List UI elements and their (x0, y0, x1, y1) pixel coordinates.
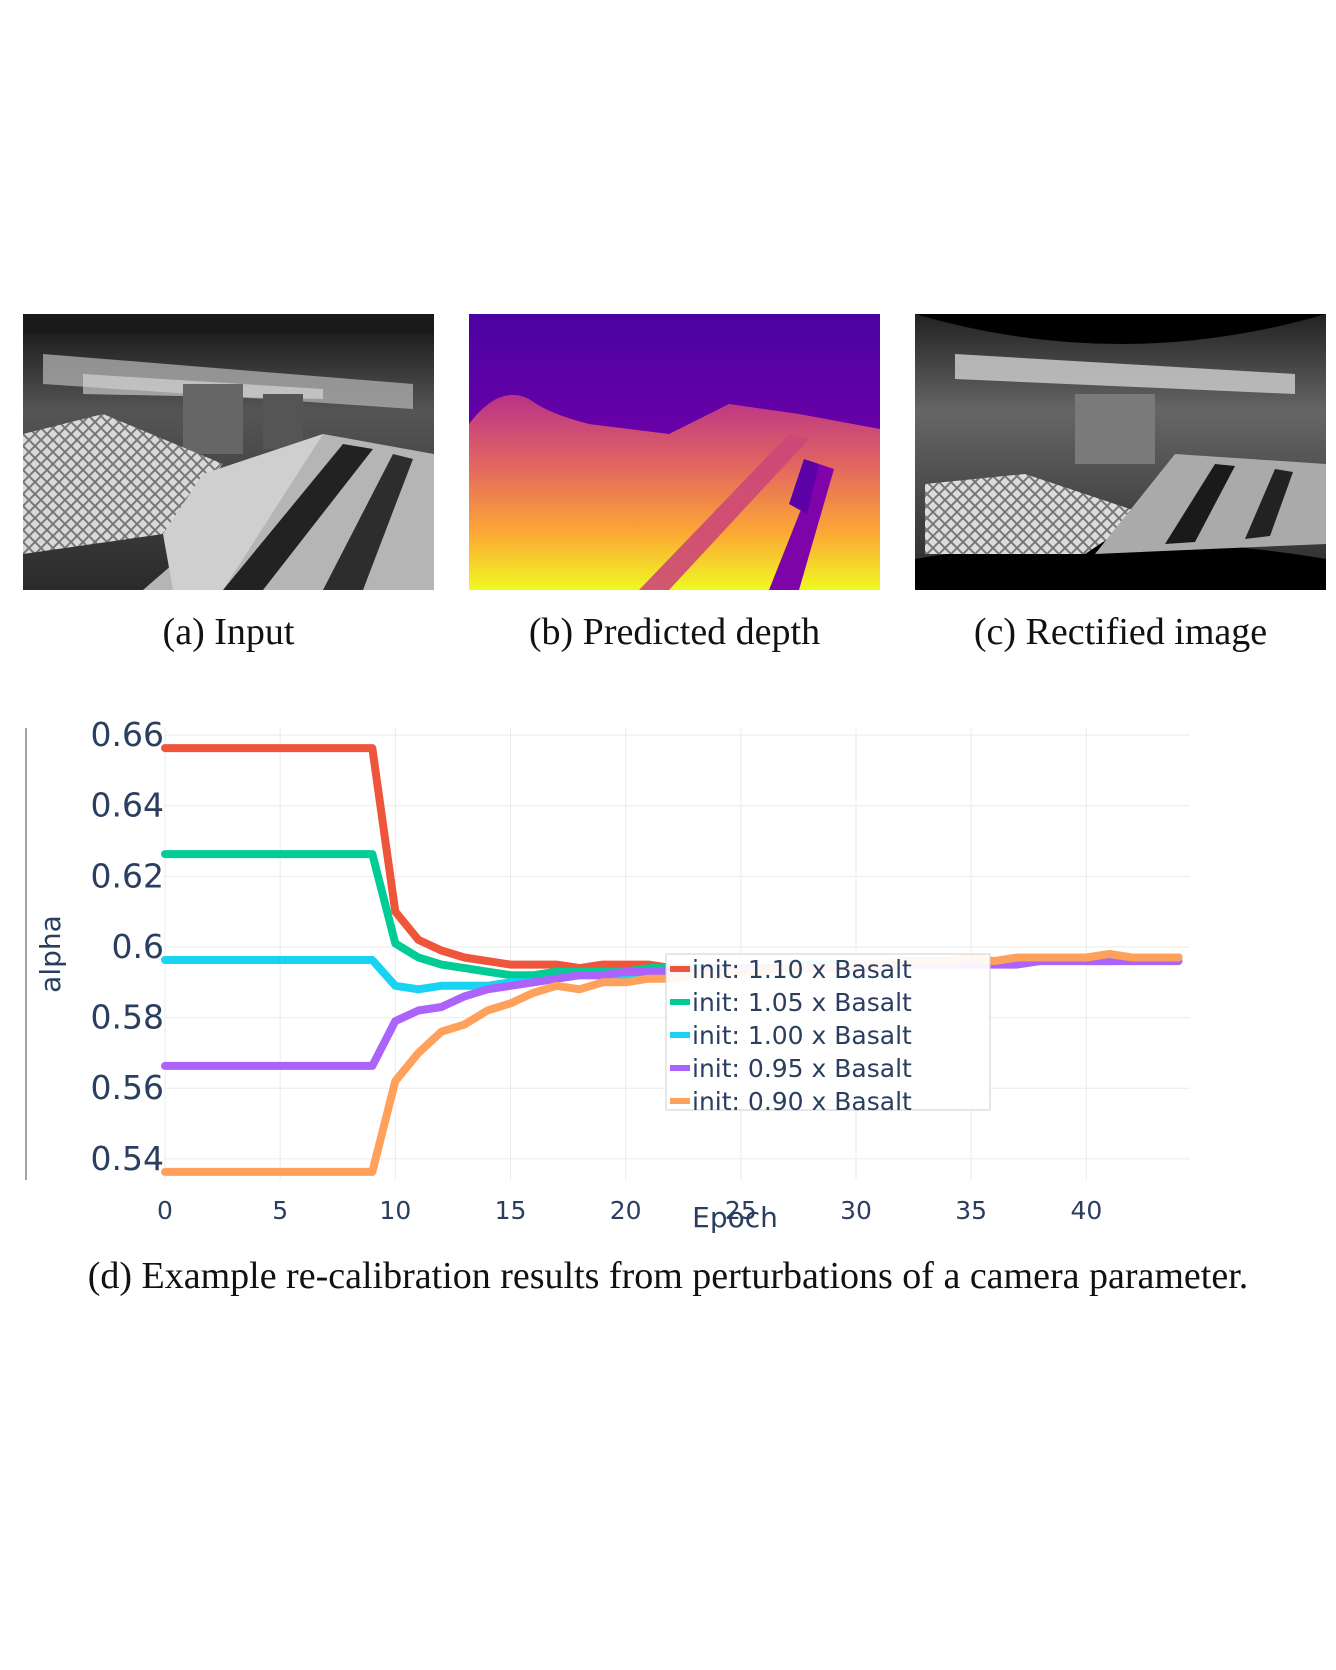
y-tick-label: 0.58 (91, 998, 164, 1037)
legend-entry: init: 1.10 x Basalt (692, 955, 912, 984)
y-tick-label: 0.64 (91, 786, 164, 825)
x-tick-label: 40 (1070, 1196, 1102, 1225)
x-tick-label: 30 (840, 1196, 872, 1225)
y-tick-label: 0.66 (91, 718, 164, 754)
y-axis-label: alpha (34, 915, 67, 993)
x-axis-label: Epoch (692, 1201, 778, 1234)
legend-entry: init: 0.90 x Basalt (692, 1087, 912, 1116)
input-image (23, 314, 434, 590)
chart-legend: init: 1.10 x Basalt init: 1.05 x Basalt in… (665, 953, 991, 1116)
caption-input: (a) Input (162, 611, 295, 653)
input-image-drawing (23, 314, 434, 590)
figure-caption: (d) Example re-calibration results from … (87, 1255, 1249, 1297)
depth-map-image (469, 314, 880, 590)
legend-entry: init: 1.00 x Basalt (692, 1021, 912, 1050)
depth-map-drawing (469, 314, 880, 590)
y-tick-label: 0.54 (91, 1139, 164, 1178)
x-tick-label: 10 (379, 1196, 411, 1225)
y-tick-label: 0.62 (91, 856, 164, 895)
x-tick-label: 5 (272, 1196, 288, 1225)
y-tick-label: 0.56 (91, 1068, 164, 1107)
x-tick-label: 20 (610, 1196, 642, 1225)
caption-predicted-depth: (b) Predicted depth (528, 611, 821, 653)
x-tick-label: 0 (157, 1196, 173, 1225)
x-tick-label: 35 (955, 1196, 987, 1225)
rectified-image-drawing (915, 314, 1326, 590)
x-tick-label: 25 (725, 1196, 757, 1225)
chart-ticks: 0 5 10 15 20 25 30 35 40 0.66 0.64 0.62 0.6 0.58 0.56 0… (91, 718, 1103, 1225)
y-tick-label: 0.6 (112, 927, 164, 966)
rectified-image (915, 314, 1326, 590)
alpha-vs-epoch-chart: 0 5 10 15 20 25 30 35 40 0.66 0.64 0.62 0.6 0.58 0.56 0… (25, 718, 1190, 1234)
legend-entry: init: 0.95 x Basalt (692, 1054, 912, 1083)
x-tick-label: 15 (495, 1196, 527, 1225)
legend-box (665, 953, 991, 1111)
legend-entry: init: 1.05 x Basalt (692, 988, 912, 1017)
caption-rectified-image: (c) Rectified image (973, 611, 1268, 653)
